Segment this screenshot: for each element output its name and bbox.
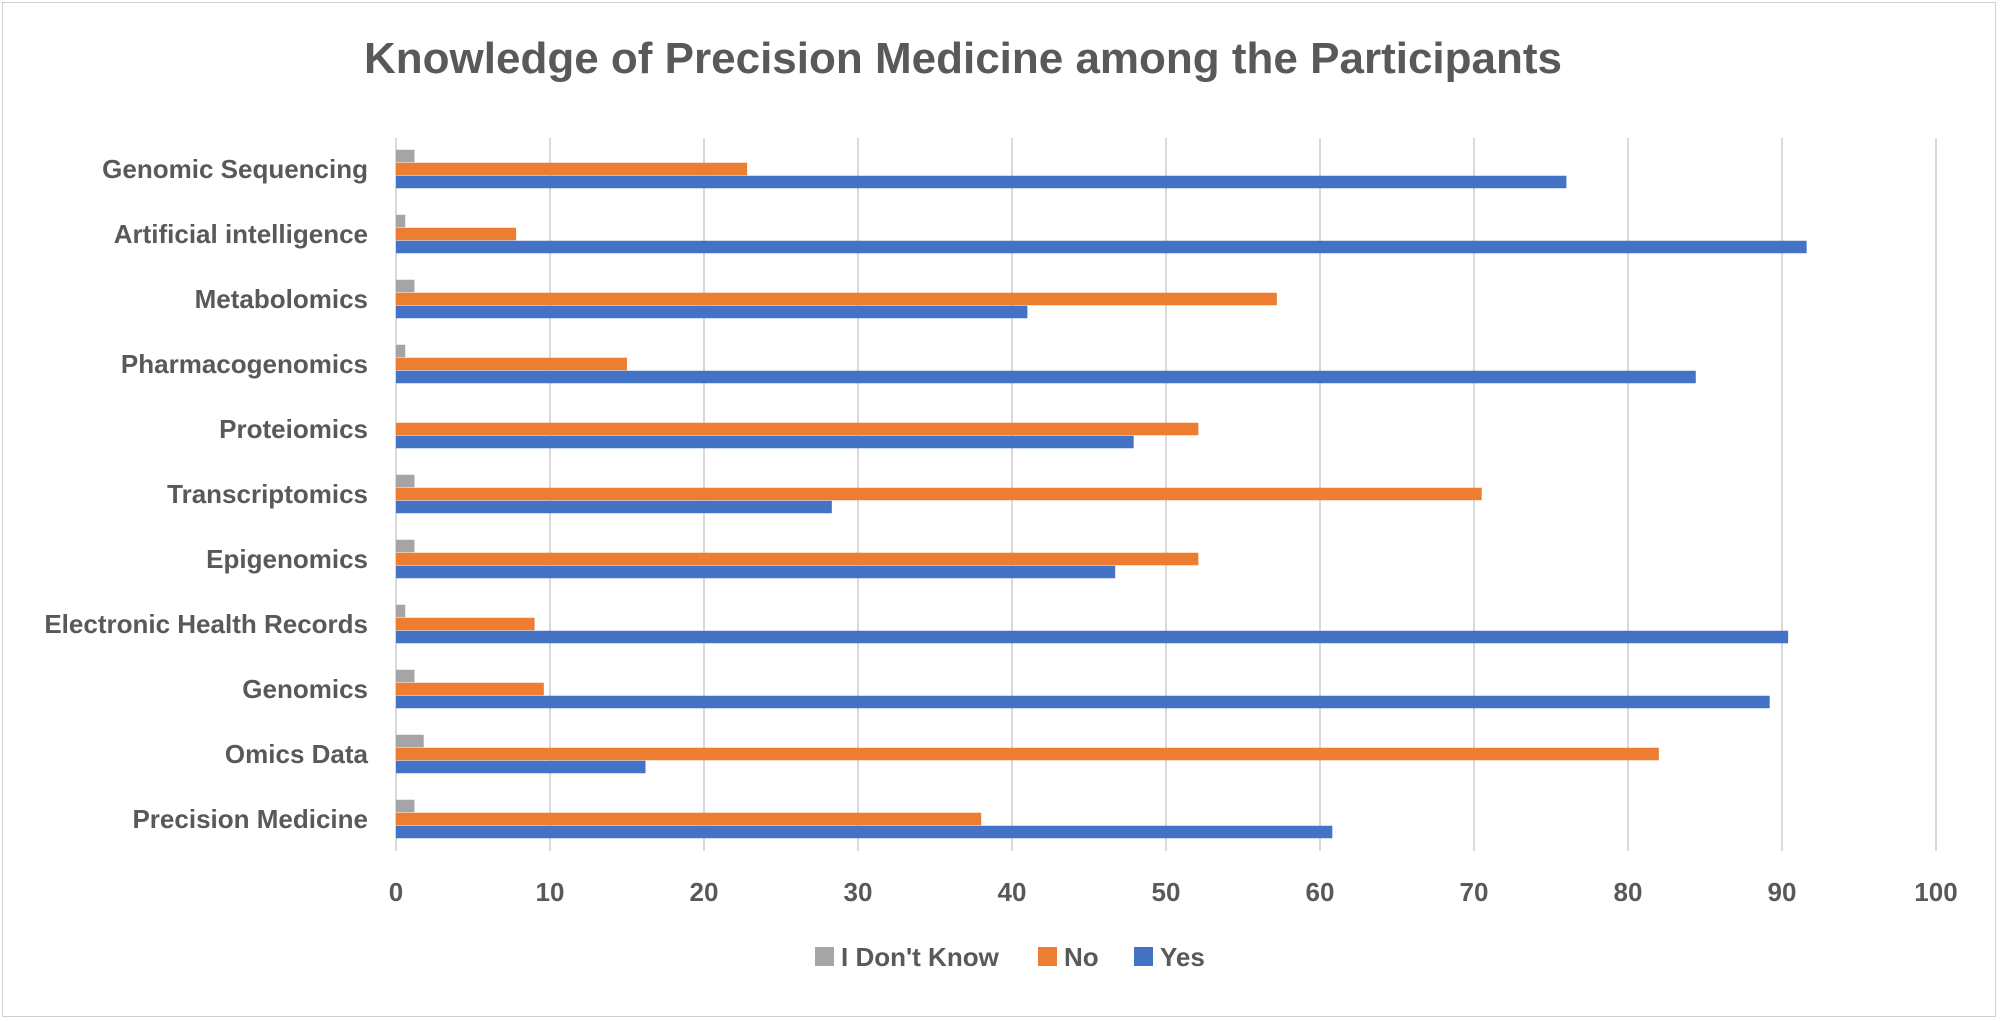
bar-i-don-t-know-1	[396, 214, 406, 228]
bar-no-6	[396, 552, 1199, 566]
bar-i-don-t-know-5	[396, 474, 415, 488]
bar-yes-6	[396, 565, 1116, 579]
bar-yes-0	[396, 175, 1567, 189]
chart-title: Knowledge of Precision Medicine among th…	[364, 34, 1562, 83]
bar-i-don-t-know-8	[396, 669, 415, 683]
bar-no-3	[396, 357, 627, 371]
bar-i-don-t-know-9	[396, 734, 424, 748]
x-tick-label: 0	[389, 877, 403, 907]
category-labels: Genomic Sequencing Artificial intelligenc…	[44, 154, 368, 834]
bars	[396, 149, 1807, 839]
bar-no-10	[396, 812, 982, 826]
bar-yes-1	[396, 240, 1807, 254]
bar-yes-4	[396, 435, 1134, 449]
bar-i-don-t-know-6	[396, 539, 415, 553]
bar-no-0	[396, 162, 748, 176]
bar-i-don-t-know-0	[396, 149, 415, 163]
x-tick-label: 30	[844, 877, 873, 907]
category-label: Precision Medicine	[132, 804, 368, 834]
category-label: Transcriptomics	[167, 479, 368, 509]
bar-yes-8	[396, 695, 1770, 709]
x-tick-label: 70	[1460, 877, 1489, 907]
bar-no-1	[396, 227, 517, 241]
bar-i-don-t-know-7	[396, 604, 406, 618]
bar-no-7	[396, 617, 535, 631]
category-label: Genomic Sequencing	[102, 154, 368, 184]
legend-label: No	[1064, 942, 1099, 972]
legend: I Don't Know No Yes	[815, 942, 1205, 972]
bar-yes-2	[396, 305, 1028, 319]
bar-i-don-t-know-10	[396, 799, 415, 813]
x-tick-label: 10	[536, 877, 565, 907]
x-tick-label: 60	[1306, 877, 1335, 907]
bar-no-9	[396, 747, 1659, 761]
bar-i-don-t-know-3	[396, 344, 406, 358]
bar-no-5	[396, 487, 1482, 501]
legend-label: Yes	[1160, 942, 1205, 972]
x-tick-label: 80	[1614, 877, 1643, 907]
bar-no-8	[396, 682, 544, 696]
bar-yes-3	[396, 370, 1696, 384]
legend-swatch-2	[1134, 947, 1153, 966]
legend-swatch-0	[815, 947, 834, 966]
bar-chart: Knowledge of Precision Medicine among th…	[44, 34, 1958, 972]
x-tick-label: 100	[1914, 877, 1957, 907]
x-tick-label: 90	[1768, 877, 1797, 907]
category-label: Artificial intelligence	[114, 219, 368, 249]
category-label: Pharmacogenomics	[121, 349, 368, 379]
x-tick-label: 20	[690, 877, 719, 907]
category-label: Omics Data	[225, 739, 369, 769]
category-label: Electronic Health Records	[44, 609, 368, 639]
legend-label: I Don't Know	[841, 942, 1000, 972]
x-axis-tick-labels: 0 10 20 30 40 50 60 70 80 90 100	[389, 877, 1958, 907]
x-tick-label: 50	[1152, 877, 1181, 907]
category-label: Metabolomics	[195, 284, 368, 314]
bar-yes-7	[396, 630, 1789, 644]
category-label: Epigenomics	[206, 544, 368, 574]
x-tick-label: 40	[998, 877, 1027, 907]
bar-yes-10	[396, 825, 1333, 839]
bar-no-4	[396, 422, 1199, 436]
category-label: Proteiomics	[219, 414, 368, 444]
category-label: Genomics	[242, 674, 368, 704]
bar-yes-9	[396, 760, 646, 774]
bar-yes-5	[396, 500, 832, 514]
bar-i-don-t-know-2	[396, 279, 415, 293]
bar-no-2	[396, 292, 1277, 306]
legend-swatch-1	[1038, 947, 1057, 966]
